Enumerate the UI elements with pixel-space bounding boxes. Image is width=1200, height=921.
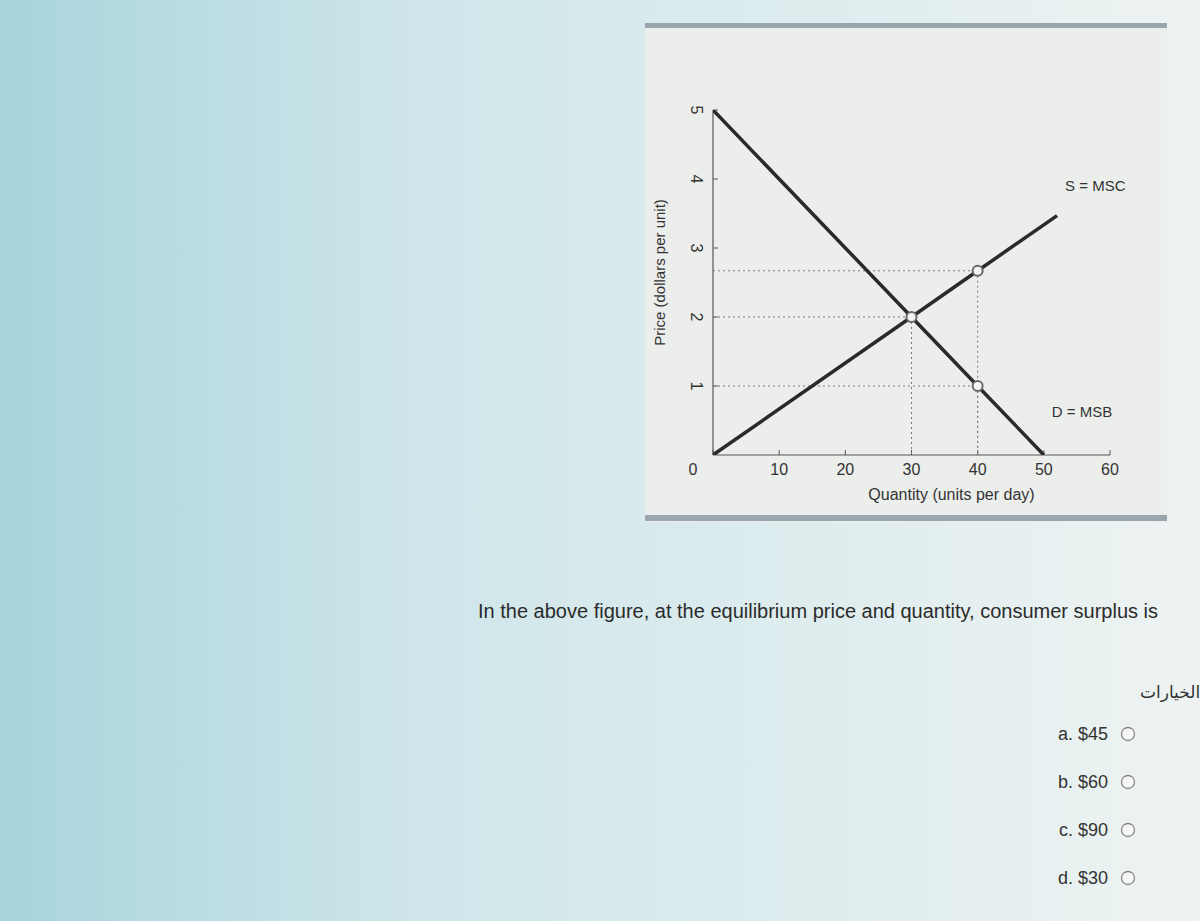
point	[973, 266, 983, 276]
option-text[interactable]: b. $60	[1058, 772, 1108, 792]
chart-panel	[645, 25, 1167, 522]
question-text: In the above figure, at the equilibrium …	[478, 600, 1158, 622]
x-tick	[779, 450, 780, 455]
point	[907, 312, 917, 322]
y-tick	[713, 248, 718, 249]
guide-horizontal	[713, 386, 978, 387]
guide-vertical	[977, 271, 978, 455]
y-axis	[712, 110, 713, 455]
radio-button[interactable]	[1122, 824, 1135, 837]
radio-button[interactable]	[1122, 872, 1135, 885]
option-text[interactable]: d. $30	[1058, 868, 1108, 888]
guide-horizontal	[713, 317, 912, 318]
panel-top-border	[645, 23, 1167, 28]
option-text[interactable]: c. $90	[1059, 820, 1108, 840]
y-tick-label: 5	[688, 106, 705, 115]
y-tick	[713, 179, 718, 180]
option-text[interactable]: a. $45	[1058, 724, 1108, 744]
y-tick-label: 4	[688, 175, 705, 184]
y-axis-label: Price (dollars per unit)	[651, 199, 668, 346]
series-label: S = MSC	[1065, 177, 1126, 194]
x-axis-label: Quantity (units per day)	[868, 486, 1034, 503]
series-line	[713, 216, 1057, 455]
panel-bottom-border	[645, 515, 1167, 521]
point	[973, 381, 983, 391]
background	[0, 0, 1200, 921]
x-tick-label: 60	[1101, 461, 1119, 478]
x-tick-label: 40	[969, 461, 987, 478]
page: 0 10 20 30 40 50 60 1 2 3 4 5 Quantity (units per da…	[0, 0, 1200, 921]
series-labels: S = MSC D = MSB	[1052, 177, 1126, 420]
y-tick-label: 1	[688, 382, 705, 391]
guide-horizontal	[713, 270, 978, 271]
radio-button[interactable]	[1122, 776, 1135, 789]
plot-area	[713, 110, 1057, 455]
x-tick-label: 20	[836, 461, 854, 478]
series-label: D = MSB	[1052, 403, 1112, 420]
y-tick-label: 3	[688, 244, 705, 253]
x-tick	[845, 450, 846, 455]
guide-vertical	[911, 317, 912, 455]
x-tick-label: 30	[903, 461, 921, 478]
y-tick-label: 2	[688, 313, 705, 322]
x-tick-label: 10	[770, 461, 788, 478]
question-prompt: اختر أحد الخيارات	[1140, 681, 1200, 702]
x-tick-label: 0	[689, 461, 698, 478]
x-tick	[1110, 450, 1111, 455]
radio-button[interactable]	[1122, 728, 1135, 741]
x-tick-label: 50	[1035, 461, 1053, 478]
series-line	[713, 110, 1044, 455]
